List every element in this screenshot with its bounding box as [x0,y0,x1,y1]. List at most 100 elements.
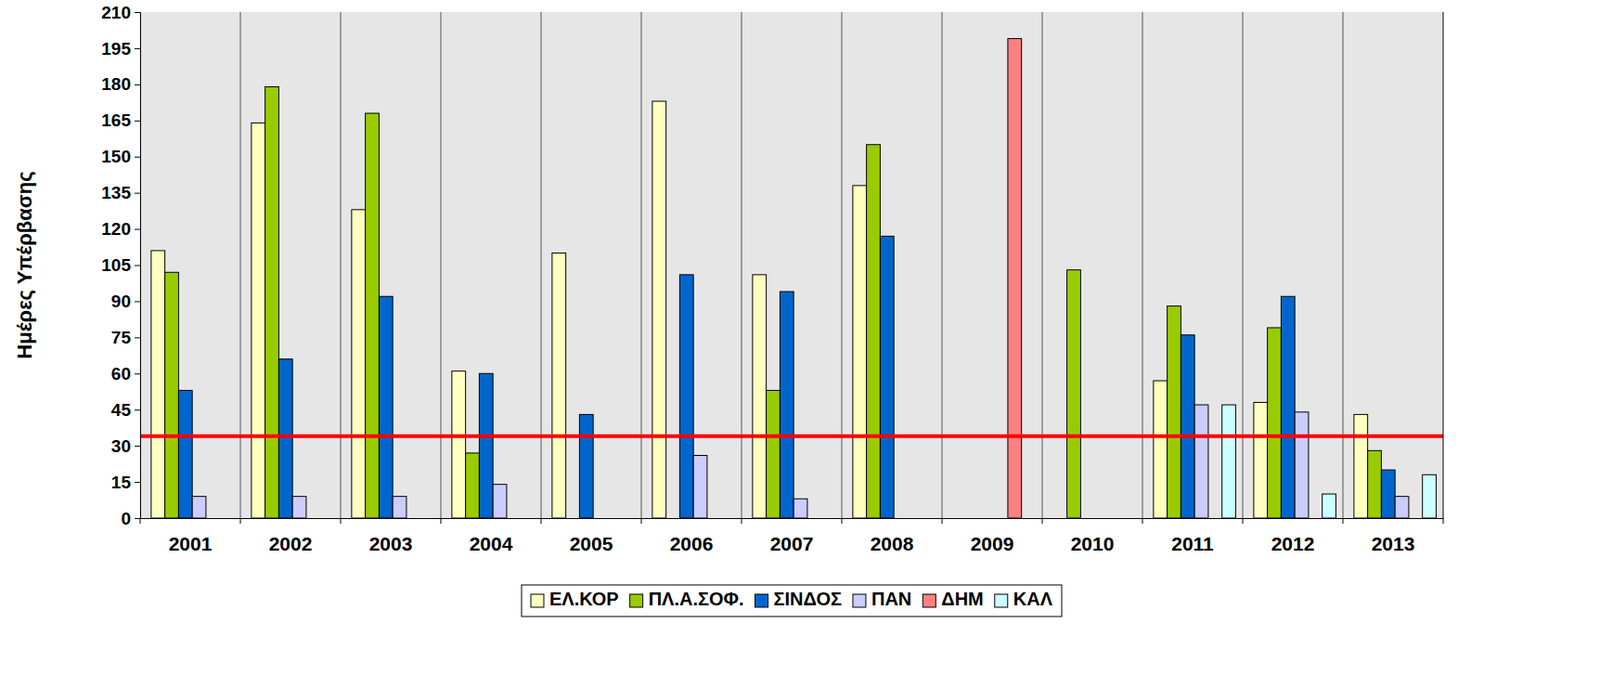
bar [1180,335,1195,518]
x-boundary-tick [941,517,943,524]
category-separator [1142,12,1144,518]
y-tick-label: 30 [111,436,131,456]
x-axis: 2001200220032004200520062007200820092010… [140,517,1445,555]
bar [392,496,407,518]
bar [693,455,708,518]
x-tick: 2007 [770,517,814,555]
category-separator [1042,12,1044,518]
bar [1322,493,1337,518]
bar [292,496,307,518]
legend-label: ΔΗΜ [941,588,983,609]
bar [793,498,808,518]
category-separator [240,12,242,518]
y-tick-mark [134,409,141,411]
legend-swatch [630,593,644,607]
threshold-line [140,434,1444,439]
bar [178,389,193,518]
bar [552,253,567,518]
bar [766,389,781,518]
bar [465,452,480,518]
legend: ΕΛ.ΚΟΡΠΛ.Α.ΣΟΦ.ΣΙΝΔΟΣΠΑΝΔΗΜΚΑΛ [521,584,1062,617]
x-tick-label: 2008 [870,532,915,555]
bar [278,359,293,518]
x-tick: 2006 [670,517,714,555]
bar [492,484,507,518]
x-tick: 2010 [1070,517,1115,555]
bar [1394,496,1409,518]
x-boundary-tick [741,517,743,524]
bar [579,413,594,518]
y-axis-line [134,12,142,519]
x-boundary-tick [1242,517,1244,524]
x-tick-label: 2013 [1371,532,1416,555]
bar [879,235,894,518]
bar [1267,327,1282,518]
x-boundary-tick [1042,517,1044,524]
y-tick: 75 [111,327,141,348]
y-tick: 60 [111,363,141,384]
y-tick-mark [134,12,141,13]
category-separator [1342,12,1344,518]
bar [779,291,794,518]
series [151,101,1368,518]
x-tick-label: 2003 [369,532,413,555]
bar [1422,474,1437,518]
y-tick-label: 105 [101,255,131,275]
bar [679,274,694,518]
x-tick-label: 2006 [670,532,714,555]
plot-frame [1443,12,1445,518]
bar [1380,469,1395,518]
legend-box [521,584,1062,617]
x-boundary-tick [440,517,442,524]
bars [140,38,1444,518]
legend-item: ΠΑΝ [852,588,912,609]
y-tick-mark [134,48,141,50]
y-tick-mark [134,156,141,158]
series [1007,38,1022,518]
y-tick-label: 195 [101,38,131,59]
series [1222,404,1437,518]
legend-swatch [755,593,769,607]
bar [251,122,266,518]
y-tick-mark [134,517,141,519]
category-separator [641,12,643,518]
bar [478,373,493,518]
category-separator [440,12,442,518]
y-tick-label: 210 [101,2,131,23]
series [192,404,1409,518]
bar [852,185,867,518]
y-tick-mark [134,481,141,483]
legend-label: ΚΑΛ [1013,588,1054,609]
y-tick: 90 [111,291,141,311]
bar [351,209,366,518]
legend-item: ΕΛ.ΚΟΡ [530,588,620,609]
bar [1167,306,1182,518]
legend-swatch [530,593,544,607]
y-tick: 165 [101,110,141,130]
grid [240,12,1343,518]
bar [365,113,380,518]
x-tick-label: 2002 [269,532,313,555]
legend-swatch [852,593,866,607]
bar [1007,38,1022,518]
y-tick-mark [134,84,141,86]
y-tick-label: 15 [111,472,132,492]
x-boundary-tick [1142,517,1144,524]
y-axis: 0153045607590105120135150165180195210 [101,2,141,529]
bar [1294,412,1309,518]
y-tick: 120 [101,219,141,239]
legend-item: ΠΛ.Α.ΣΟΦ. [630,588,745,609]
bar [1253,401,1268,518]
y-tick-label: 135 [101,182,131,203]
y-tick: 15 [111,472,141,492]
x-boundary-tick [340,517,342,524]
bar [165,271,180,518]
x-tick: 2011 [1171,517,1214,555]
x-tick: 2003 [369,517,413,555]
y-tick-label: 180 [101,74,131,94]
x-boundary-tick [140,517,142,524]
legend-label: ΠΛ.Α.ΣΟΦ. [648,588,745,609]
x-boundary-tick [641,517,643,524]
y-tick-label: 165 [101,110,131,130]
x-tick-label: 2010 [1070,532,1115,555]
